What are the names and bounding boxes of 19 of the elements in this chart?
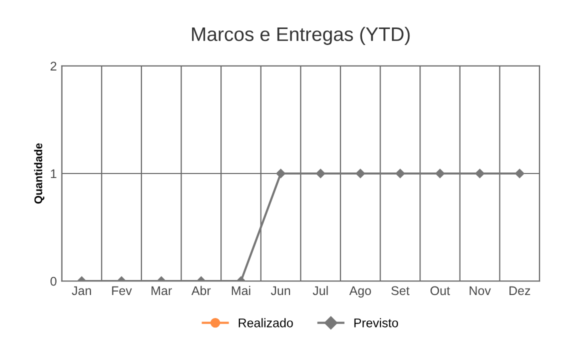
legend-label: Realizado <box>238 318 293 328</box>
chart-title: Marcos e Entregas (YTD) <box>192 26 410 45</box>
y-tick-label: 0 <box>50 276 56 286</box>
x-tick-label: Jul <box>312 286 328 296</box>
legend-label: Previsto <box>354 318 398 328</box>
x-tick-label: Jun <box>270 286 290 296</box>
x-tick-label: Dez <box>510 286 530 296</box>
y-tick-label: 2 <box>50 62 56 70</box>
x-tick-label: Fev <box>112 286 132 296</box>
x-tick-label: Mai <box>232 286 250 296</box>
x-tick-label: Out <box>430 286 450 296</box>
x-tick-label: Jan <box>72 286 91 296</box>
y-tick-label: 1 <box>50 169 56 178</box>
x-tick-label: Nov <box>470 286 491 296</box>
x-tick-label: Ago <box>349 286 371 298</box>
x-tick-label: Set <box>391 286 410 296</box>
x-tick-label: Mar <box>152 286 172 296</box>
y-axis-title: Quantidade <box>34 143 44 204</box>
x-tick-label: Abr <box>191 286 211 296</box>
